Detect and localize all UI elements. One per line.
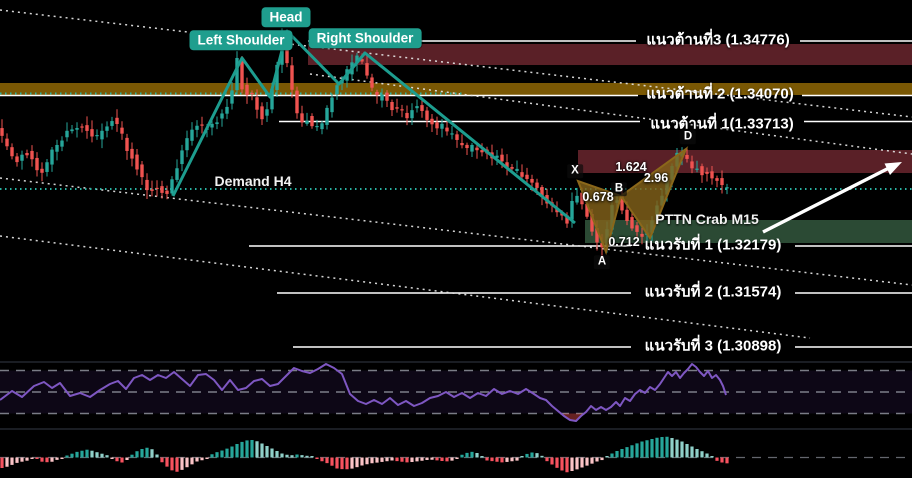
supply-zone-3 <box>308 44 912 65</box>
right-shoulder-label[interactable]: Right Shoulder <box>308 28 422 48</box>
support-3-label[interactable]: แนวรับที่ 3 (1.30898) <box>644 337 782 355</box>
crab-ratio-0678-label: 0.678 <box>582 189 614 204</box>
crab-point-b-label[interactable]: B <box>610 182 628 196</box>
crab-point-a-label[interactable]: A <box>593 255 611 269</box>
support-2-label[interactable]: แนวรับที่ 2 (1.31574) <box>644 283 782 301</box>
resistance-1-label[interactable]: แนวต้านที่ 1(1.33713) <box>650 115 794 133</box>
crab-triangle-xab <box>576 179 623 256</box>
teal-dotted-levels <box>0 92 912 190</box>
crab-point-x-label[interactable]: X <box>567 164 583 178</box>
arrow-head <box>884 162 902 175</box>
crab-ratio-296-label: 2.96 <box>643 170 669 185</box>
crab-triangle-bcd <box>619 146 689 241</box>
resistance-2-label[interactable]: แนวต้านที่ 2 (1.34070) <box>646 85 794 103</box>
left-shoulder-label[interactable]: Left Shoulder <box>189 30 293 50</box>
crab-point-d-label[interactable]: D <box>679 130 697 144</box>
demand-h4-label[interactable]: Demand H4 <box>214 173 292 189</box>
level-lines <box>0 40 912 348</box>
histogram-panel <box>0 436 912 473</box>
rsi-oversold-fill <box>561 413 584 421</box>
support-1-label[interactable]: แนวรับที่ 1 (1.32179) <box>644 236 782 254</box>
panel-separators <box>0 361 912 430</box>
crab-pattern-label[interactable]: PTTN Crab M15 <box>655 211 759 227</box>
rsi-line <box>0 363 727 422</box>
dotted-trendlines <box>0 9 912 339</box>
demand-zone-green <box>585 220 912 243</box>
crab-pattern <box>576 146 689 256</box>
crab-ratio-0712-label: 0.712 <box>608 234 640 249</box>
rsi-panel <box>0 363 912 422</box>
crab-ratio-1624-label: 1.624 <box>615 159 647 174</box>
projection-arrow[interactable] <box>762 162 902 234</box>
supply-demand-zones <box>0 44 912 243</box>
resistance-3-label[interactable]: แนวต้านที่3 (1.34776) <box>646 31 790 49</box>
head-label[interactable]: Head <box>261 7 311 27</box>
